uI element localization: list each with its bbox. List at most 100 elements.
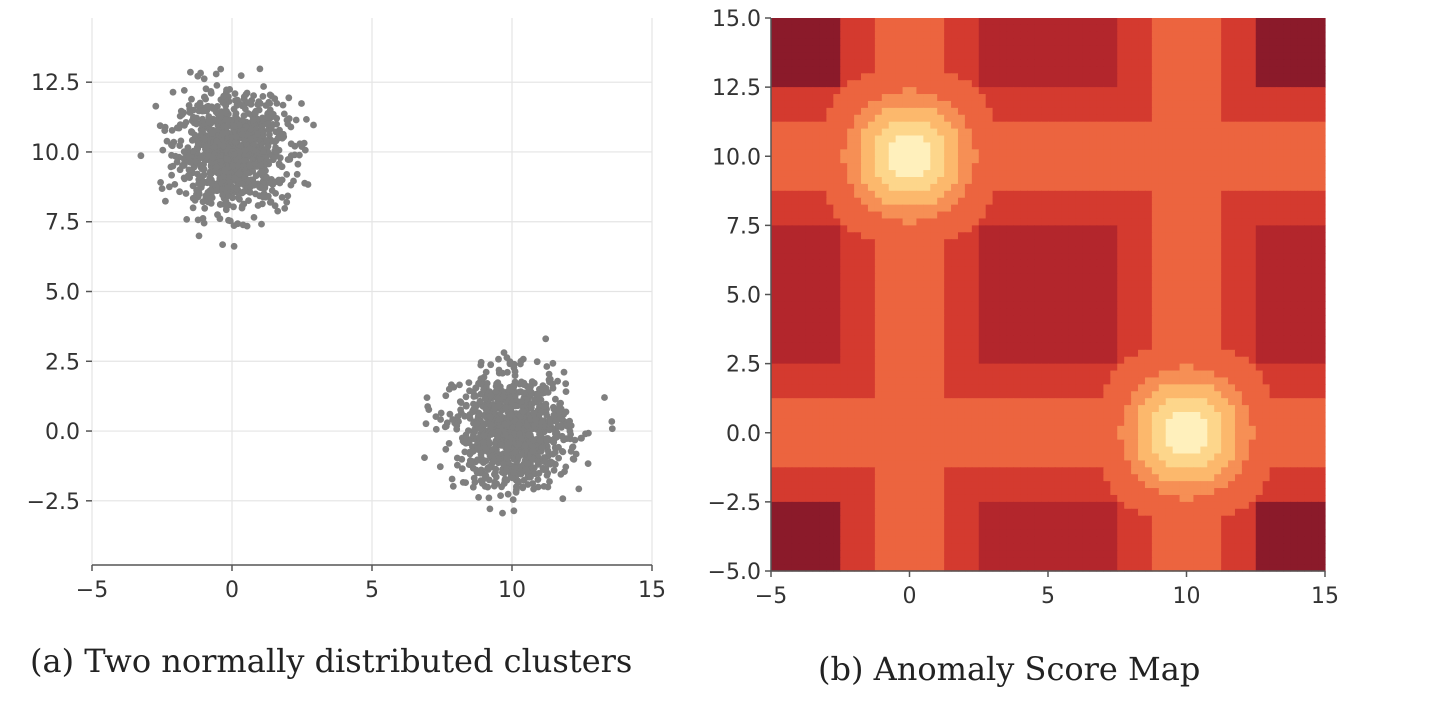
heatmap-cell: [1151, 128, 1160, 137]
heatmap-cell: [1006, 176, 1014, 185]
heatmap-cell: [854, 73, 862, 81]
heatmap-cell: [1020, 163, 1028, 171]
heatmap-cell: [916, 170, 924, 178]
heatmap-cell: [985, 190, 994, 199]
heatmap-cell: [1089, 66, 1098, 74]
heatmap-cell: [1068, 114, 1077, 123]
heatmap-cell: [909, 170, 918, 178]
heatmap-cell: [971, 170, 980, 178]
heatmap-cell: [777, 66, 786, 74]
heatmap-cell: [791, 24, 800, 33]
heatmap-cell: [1304, 24, 1312, 33]
heatmap-cell: [930, 24, 938, 33]
heatmap-cell: [1034, 204, 1042, 213]
heatmap-cell: [888, 100, 897, 109]
heatmap-cell: [847, 73, 855, 81]
heatmap-cell: [771, 52, 779, 61]
heatmap-cell: [881, 211, 890, 220]
heatmap-cell: [847, 59, 855, 67]
heatmap-cell: [1117, 114, 1125, 123]
heatmap-cell: [805, 18, 814, 26]
heatmap-cell: [826, 183, 834, 192]
heatmap-cell: [1234, 156, 1243, 164]
heatmap-cell: [1262, 149, 1271, 157]
heatmap-cell: [1138, 266, 1146, 275]
heatmap-cell: [826, 211, 834, 220]
heatmap-cell: [1255, 18, 1264, 26]
heatmap-cell: [923, 253, 931, 261]
heatmap-cell: [957, 121, 966, 130]
heatmap-cell: [1318, 170, 1326, 178]
heatmap-cell: [916, 211, 924, 220]
heatmap-cell: [923, 232, 931, 240]
heatmap-cell: [992, 266, 1001, 275]
heatmap-cell: [791, 59, 800, 67]
heatmap-cell: [1151, 266, 1160, 275]
heatmap-cell: [1048, 142, 1056, 150]
heatmap-cell: [1290, 73, 1298, 81]
heatmap-cell: [1304, 253, 1312, 261]
heatmap-cell: [1221, 246, 1229, 254]
scatter-point: [500, 349, 508, 356]
heatmap-cell: [1131, 253, 1139, 261]
heatmap-cell: [812, 94, 821, 102]
heatmap-cell: [784, 163, 793, 171]
heatmap-cell: [1269, 73, 1278, 81]
heatmap-cell: [1096, 156, 1104, 164]
heatmap-cell: [923, 204, 931, 213]
heatmap-cell: [1131, 170, 1139, 178]
heatmap-cell: [784, 94, 793, 102]
heatmap-cell: [1096, 18, 1104, 26]
heatmap-cell: [1103, 18, 1111, 26]
scatter-point: [242, 105, 249, 113]
heatmap-cell: [805, 266, 814, 275]
heatmap-cell: [1179, 142, 1188, 150]
heatmap-cell: [1214, 266, 1222, 275]
heatmap-cell: [1179, 100, 1188, 109]
heatmap-cell: [1082, 149, 1091, 157]
heatmap-cell: [1248, 100, 1257, 109]
heatmap-cell: [1172, 239, 1181, 247]
heatmap-cell: [1200, 239, 1208, 247]
heatmap-cell: [909, 38, 918, 47]
heatmap-cell: [909, 156, 918, 164]
heatmap-cell: [1186, 38, 1195, 47]
heatmap-cell: [812, 128, 821, 137]
heatmap-cell: [1013, 266, 1021, 275]
heatmap-cell: [1124, 128, 1132, 137]
heatmap-cell: [1013, 197, 1021, 206]
heatmap-cell: [1006, 211, 1014, 220]
scatter-point: [546, 378, 553, 386]
heatmap-cell: [874, 24, 883, 33]
heatmap-cell: [1124, 190, 1132, 199]
heatmap-cell: [874, 94, 883, 102]
heatmap-cell: [1061, 24, 1070, 33]
heatmap-cell: [1200, 31, 1208, 40]
heatmap-cell: [1297, 114, 1305, 123]
heatmap-cell: [1297, 87, 1305, 95]
scatter-point: [477, 425, 485, 433]
heatmap-cell: [874, 114, 883, 123]
heatmap-cell: [1034, 107, 1042, 116]
heatmap-cell: [1200, 66, 1208, 74]
heatmap-cell: [1221, 66, 1229, 74]
heatmap-cell: [861, 59, 869, 67]
heatmap-cell: [1158, 135, 1167, 144]
heatmap-cell: [1193, 45, 1201, 54]
scatter-gridlines: [91, 18, 653, 565]
heatmap-cell: [992, 232, 1001, 240]
heatmap-cell: [1311, 225, 1319, 233]
heatmap-cell: [1248, 52, 1257, 61]
heatmap-cell: [1262, 94, 1271, 102]
heatmap-cell: [964, 266, 973, 275]
heatmap-cell: [1158, 66, 1167, 74]
heatmap-cell: [1221, 31, 1229, 40]
scatter-point: [474, 445, 482, 453]
heatmap-cell: [861, 149, 869, 157]
heatmap-cell: [812, 100, 821, 109]
heatmap-cell: [1096, 59, 1104, 67]
heatmap-cell: [1124, 204, 1132, 213]
scatter-point: [459, 479, 467, 486]
heatmap-cell: [1041, 170, 1049, 178]
heatmap-cell: [784, 18, 793, 26]
